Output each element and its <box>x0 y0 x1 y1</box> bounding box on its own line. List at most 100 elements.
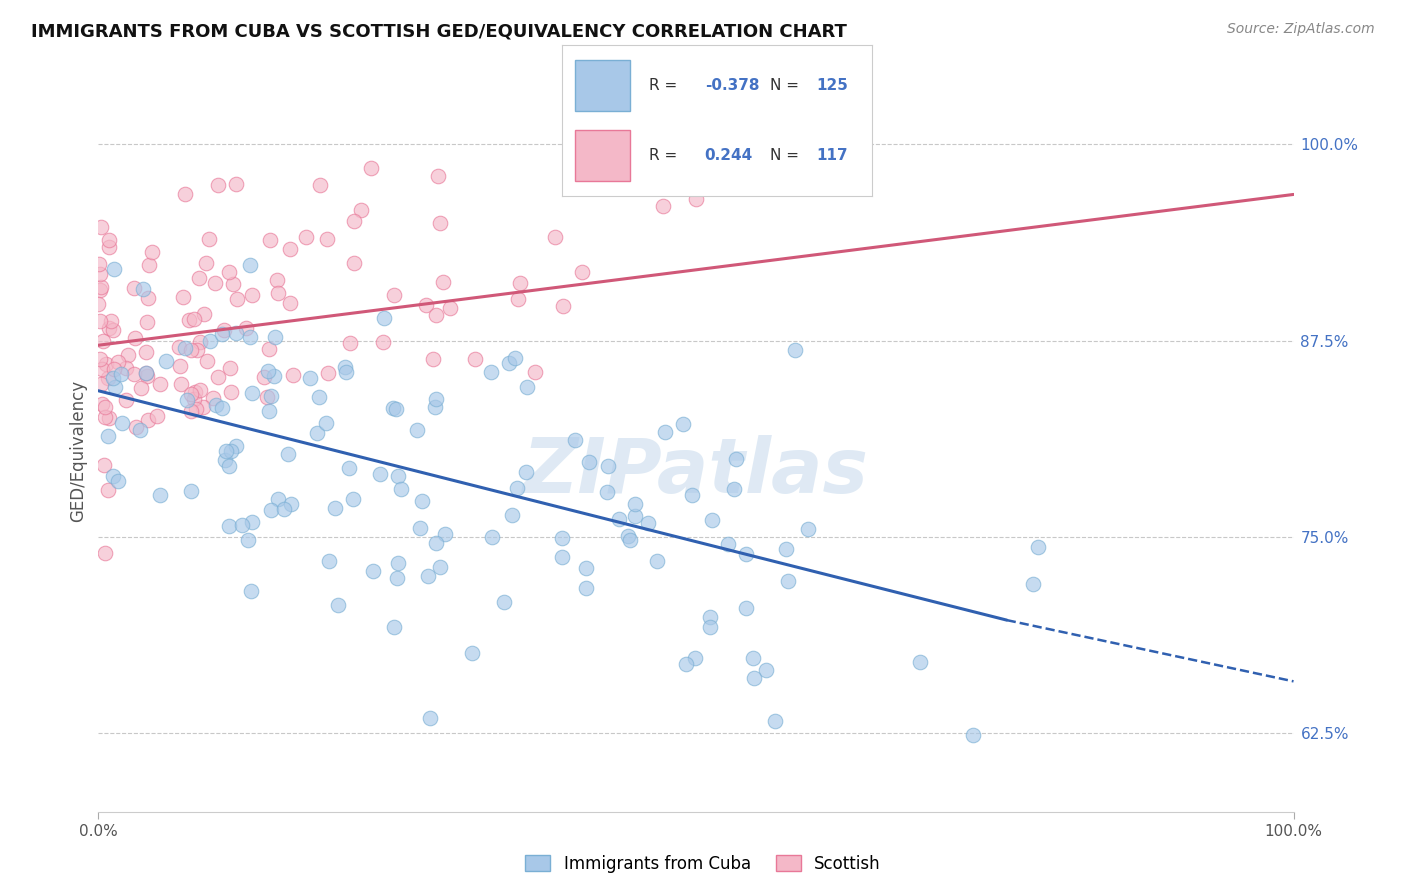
Point <box>149 377 172 392</box>
Point <box>122 281 145 295</box>
Point <box>221 384 243 399</box>
Point <box>551 549 574 564</box>
Point <box>742 672 765 686</box>
Point <box>385 571 408 585</box>
Point <box>94 409 117 424</box>
Point <box>115 392 138 407</box>
Point <box>101 371 124 385</box>
Point <box>273 502 295 516</box>
Point <box>125 420 148 434</box>
Point <box>111 417 134 431</box>
Point <box>783 343 806 357</box>
Point <box>257 364 280 378</box>
Point <box>283 368 305 383</box>
Point <box>138 258 160 272</box>
Point <box>571 265 593 279</box>
Point <box>509 276 531 290</box>
Point <box>683 651 706 665</box>
Point <box>186 343 208 357</box>
Text: N =: N = <box>769 148 803 163</box>
Point <box>205 398 228 412</box>
Point <box>97 483 120 497</box>
Point <box>97 429 120 443</box>
Point <box>434 526 457 541</box>
Point <box>387 557 409 571</box>
Point <box>735 547 758 561</box>
Text: R =: R = <box>650 148 682 163</box>
Point <box>219 444 242 458</box>
Point <box>135 345 157 359</box>
Point <box>778 574 800 588</box>
Point <box>425 392 447 406</box>
Point <box>122 367 145 381</box>
Point <box>136 291 159 305</box>
Point <box>253 370 276 384</box>
Point <box>124 331 146 345</box>
Point <box>94 357 117 371</box>
Point <box>132 282 155 296</box>
Point <box>91 334 114 349</box>
Point <box>89 257 111 271</box>
Point <box>264 330 287 344</box>
Point <box>564 434 586 448</box>
Point <box>173 186 195 201</box>
FancyBboxPatch shape <box>575 129 630 181</box>
Point <box>103 362 125 376</box>
Point <box>294 230 316 244</box>
Point <box>406 423 429 437</box>
Point <box>672 417 695 431</box>
Point <box>103 469 125 483</box>
Point <box>236 533 259 547</box>
Point <box>725 451 748 466</box>
Point <box>100 314 122 328</box>
Point <box>97 233 120 247</box>
Point <box>263 369 285 384</box>
Point <box>596 485 619 500</box>
Point <box>308 391 330 405</box>
Point <box>257 342 280 356</box>
Point <box>104 380 127 394</box>
Point <box>382 288 405 302</box>
Point <box>409 520 432 534</box>
Point <box>551 531 574 545</box>
Point <box>624 508 647 523</box>
Point <box>681 127 703 141</box>
Point <box>184 385 207 400</box>
Point <box>429 216 451 230</box>
Point <box>257 403 280 417</box>
Point <box>195 256 218 270</box>
Point <box>87 296 110 310</box>
Point <box>211 326 233 341</box>
Point <box>190 334 212 349</box>
Text: 125: 125 <box>815 78 848 93</box>
Point <box>176 392 198 407</box>
Point <box>90 219 112 234</box>
Point <box>240 584 263 599</box>
Point <box>135 315 157 329</box>
Point <box>382 620 405 634</box>
Point <box>373 310 395 325</box>
Point <box>115 360 138 375</box>
Point <box>180 387 202 401</box>
Point <box>136 413 159 427</box>
Point <box>149 488 172 502</box>
Point <box>337 461 360 475</box>
Point <box>135 367 157 381</box>
Legend: Immigrants from Cuba, Scottish: Immigrants from Cuba, Scottish <box>519 848 887 880</box>
Point <box>506 292 529 306</box>
Point <box>107 475 129 489</box>
Point <box>240 386 263 401</box>
Point <box>98 410 121 425</box>
Point <box>481 530 503 544</box>
Point <box>425 308 447 322</box>
Point <box>699 610 721 624</box>
Point <box>225 439 247 453</box>
Point <box>167 340 190 354</box>
Point <box>419 711 441 725</box>
Point <box>318 554 340 568</box>
Point <box>129 381 152 395</box>
Point <box>361 564 384 578</box>
Point <box>742 651 765 665</box>
Point <box>141 245 163 260</box>
Point <box>305 425 328 440</box>
